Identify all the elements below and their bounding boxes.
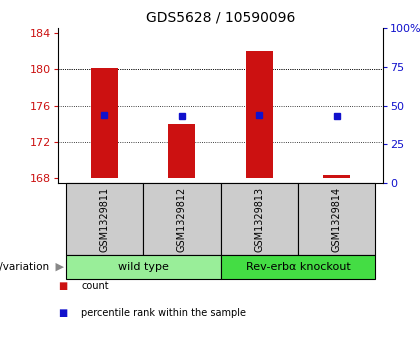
Bar [66, 255, 220, 279]
Text: GSM1329814: GSM1329814 [331, 187, 341, 252]
Text: GSM1329812: GSM1329812 [177, 186, 187, 252]
Bar [323, 175, 350, 179]
Text: GSM1329811: GSM1329811 [100, 187, 110, 252]
Text: ■: ■ [58, 309, 67, 318]
Bar [168, 124, 195, 179]
Bar [298, 183, 375, 255]
Text: Rev-erbα knockout: Rev-erbα knockout [246, 262, 350, 272]
Text: count: count [81, 281, 109, 291]
Text: wild type: wild type [118, 262, 168, 272]
Bar [66, 183, 143, 255]
Bar [220, 183, 298, 255]
Text: genotype/variation: genotype/variation [0, 262, 50, 272]
Bar [91, 68, 118, 179]
Bar [246, 51, 273, 179]
Title: GDS5628 / 10590096: GDS5628 / 10590096 [146, 10, 295, 24]
Bar [143, 183, 220, 255]
Bar [220, 255, 375, 279]
Text: ■: ■ [58, 281, 67, 291]
Text: percentile rank within the sample: percentile rank within the sample [81, 309, 246, 318]
Text: GSM1329813: GSM1329813 [254, 187, 264, 252]
Text: ▶: ▶ [52, 262, 64, 272]
